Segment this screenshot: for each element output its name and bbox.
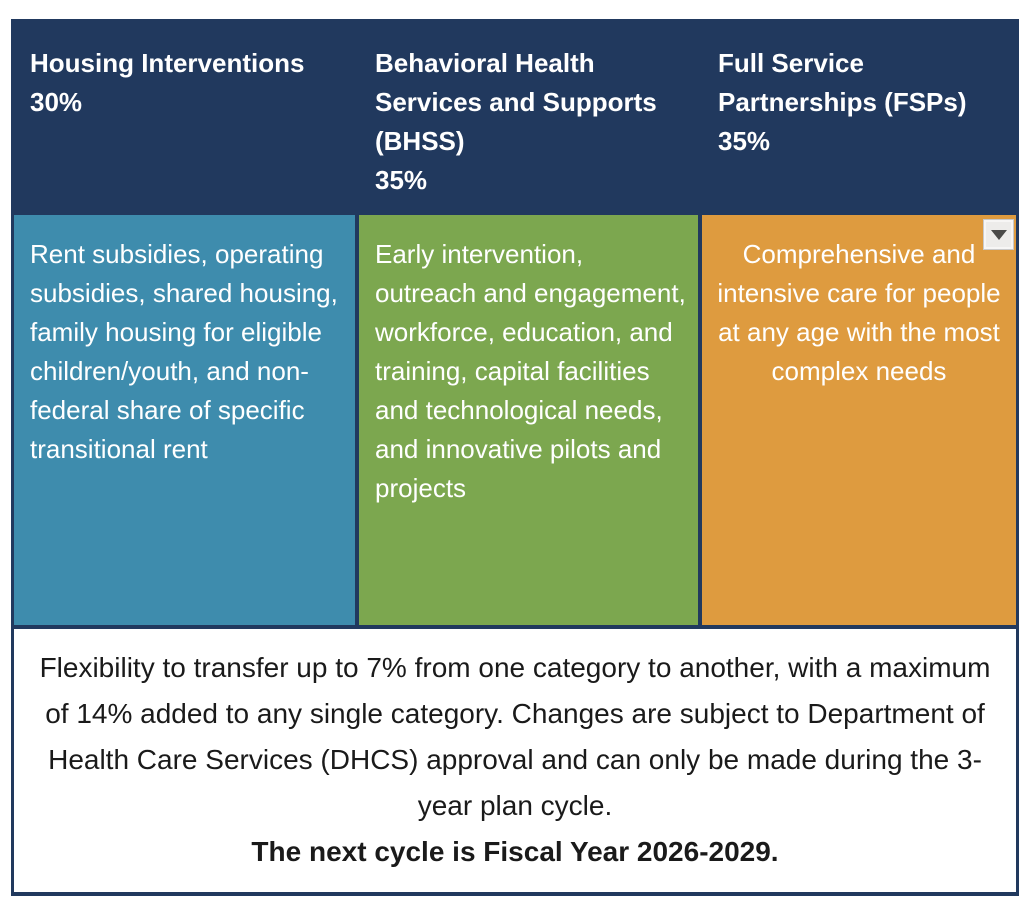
header-row: Housing Interventions 30% Behavioral Hea… [14, 22, 1016, 215]
note-box: Flexibility to transfer up to 7% from on… [14, 629, 1016, 892]
note-emphasis-text: The next cycle is Fiscal Year 2026-2029. [251, 836, 779, 867]
column-percentage-fsp: 35% [718, 126, 771, 156]
chevron-down-icon [990, 229, 1007, 240]
column-title-fsp: Full Service Partnerships (FSPs) [718, 48, 967, 117]
header-cell-housing: Housing Interventions 30% [14, 22, 355, 215]
cell-fsp-description: Comprehensive and intensive care for peo… [702, 215, 1016, 625]
column-title-housing: Housing Interventions [30, 48, 305, 78]
column-percentage-bhss: 35% [375, 165, 428, 195]
cell-bhss-description: Early intervention, outreach and engagem… [359, 215, 698, 625]
header-cell-fsp: Full Service Partnerships (FSPs) 35% [702, 22, 1016, 215]
fsp-description-text: Comprehensive and intensive care for peo… [717, 239, 1001, 386]
header-cell-bhss: Behavioral Health Services and Supports … [359, 22, 698, 215]
cell-housing-description: Rent subsidies, operating subsidies, sha… [14, 215, 355, 625]
bhss-description-text: Early intervention, outreach and engagem… [375, 239, 686, 503]
funding-categories-table: Housing Interventions 30% Behavioral Hea… [11, 19, 1019, 896]
column-percentage-housing: 30% [30, 87, 83, 117]
note-text: Flexibility to transfer up to 7% from on… [39, 652, 991, 821]
body-row: Rent subsidies, operating subsidies, sha… [14, 215, 1016, 625]
dropdown-button[interactable] [983, 219, 1014, 250]
column-title-bhss: Behavioral Health Services and Supports … [375, 48, 657, 156]
housing-description-text: Rent subsidies, operating subsidies, sha… [30, 239, 338, 464]
